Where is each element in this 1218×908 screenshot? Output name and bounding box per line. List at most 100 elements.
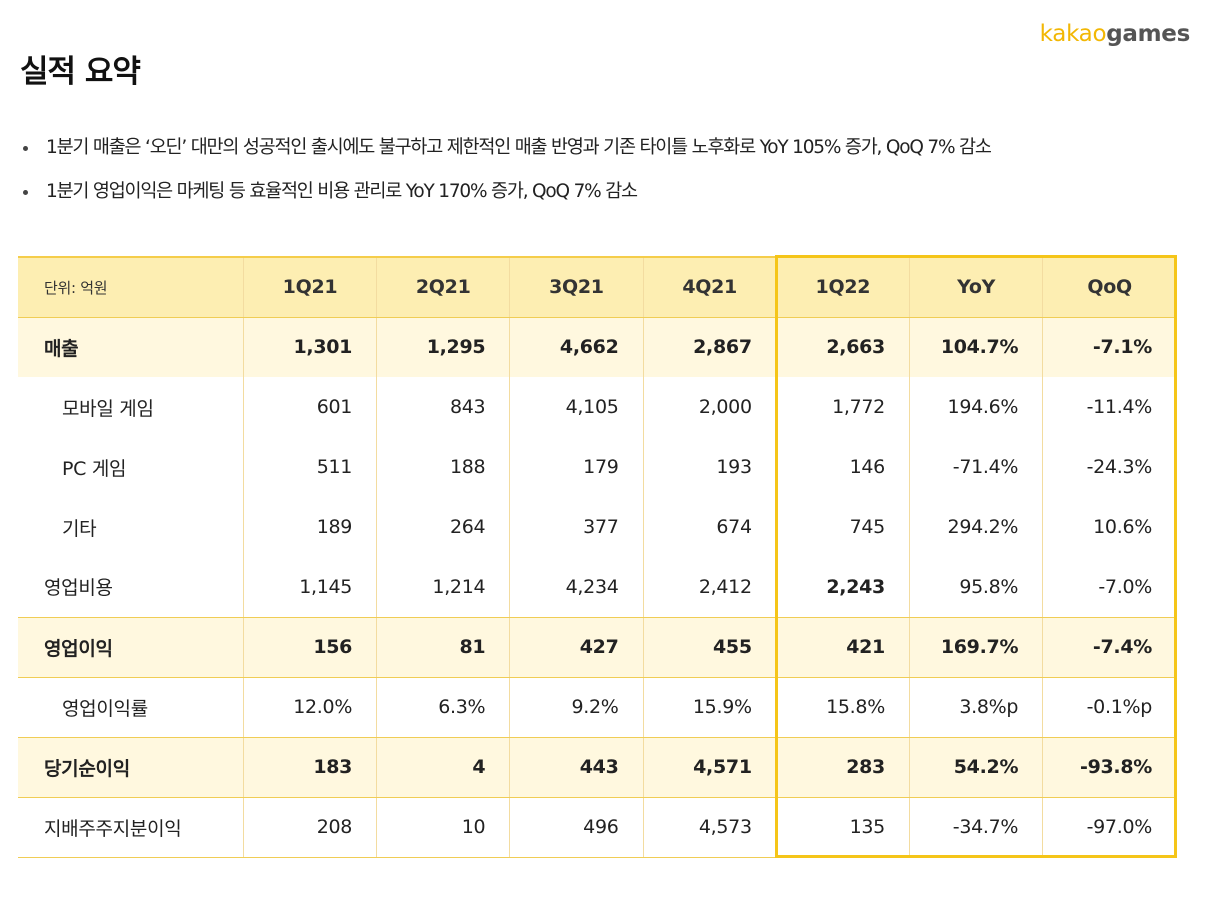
table-cell: 2,412	[642, 557, 777, 618]
table-row-operating-profit: 영업이익 156 81 427 455 421 169.7% -7.4%	[18, 617, 1176, 678]
table-cell: 745	[775, 497, 910, 557]
table-cell: 283	[775, 737, 910, 798]
table-cell: 443	[509, 737, 644, 798]
row-label: 매출	[18, 317, 244, 377]
table-cell: 6.3%	[376, 677, 510, 738]
table-cell: -24.3%	[1042, 437, 1176, 497]
results-table-wrap: 단위: 억원 1Q21 2Q21 3Q21 4Q21 1Q22 YoY QoQ …	[18, 255, 1178, 858]
table-cell: 146	[775, 437, 910, 497]
table-cell: 674	[642, 497, 777, 557]
row-label: 당기순이익	[18, 737, 244, 798]
table-cell: -97.0%	[1042, 797, 1176, 858]
bullet-operating-profit: 1분기 영업이익은 마케팅 등 효율적인 비용 관리로 YoY 170% 증가,…	[20, 177, 991, 207]
table-cell: 843	[376, 377, 510, 437]
table-cell: 294.2%	[908, 497, 1043, 557]
unit-label: 단위: 억원	[18, 256, 244, 318]
table-cell: 189	[242, 497, 377, 557]
table-cell: 2,663	[775, 317, 910, 377]
col-header: 1Q21	[242, 256, 377, 318]
table-cell: -71.4%	[908, 437, 1043, 497]
table-cell: 1,301	[242, 317, 377, 377]
table-cell: 2,000	[642, 377, 777, 437]
table-cell: 4,234	[509, 557, 644, 618]
table-cell: 179	[509, 437, 644, 497]
row-label: 기타	[62, 517, 97, 540]
table-row-mobile: 모바일 게임 601 843 4,105 2,000 1,772 194.6% …	[18, 377, 1176, 437]
table-cell: 156	[242, 617, 377, 678]
row-label: 지배주주지분이익	[18, 797, 244, 858]
table-cell: 421	[775, 617, 910, 678]
row-label: 영업이익률	[18, 677, 244, 738]
table-row-net-income: 당기순이익 183 4 443 4,571 283 54.2% -93.8%	[18, 737, 1176, 798]
table-row-other: 기타 189 264 377 674 745 294.2% 10.6%	[18, 497, 1176, 557]
table-cell: 54.2%	[908, 737, 1043, 798]
col-header: 4Q21	[642, 256, 777, 318]
table-cell: -34.7%	[908, 797, 1043, 858]
row-label: 모바일 게임	[62, 397, 154, 420]
table-cell: -7.0%	[1042, 557, 1176, 618]
table-cell: 104.7%	[908, 317, 1043, 377]
table-cell: 81	[376, 617, 510, 678]
table-row-operating-margin: 영업이익률 12.0% 6.3% 9.2% 15.9% 15.8% 3.8%p …	[18, 677, 1176, 738]
table-cell: 427	[509, 617, 644, 678]
table-cell: 135	[775, 797, 910, 858]
table-cell: 4,105	[509, 377, 644, 437]
table-cell: 4,662	[509, 317, 644, 377]
table-cell: 2,243	[775, 557, 910, 618]
logo-games-text: games	[1106, 21, 1190, 47]
table-row-revenue: 매출 1,301 1,295 4,662 2,867 2,663 104.7% …	[18, 317, 1176, 377]
results-table: 단위: 억원 1Q21 2Q21 3Q21 4Q21 1Q22 YoY QoQ …	[18, 256, 1176, 858]
table-cell: 496	[509, 797, 644, 858]
table-cell: 193	[642, 437, 777, 497]
col-header: 2Q21	[376, 256, 510, 318]
table-cell: 1,772	[775, 377, 910, 437]
table-row-controlling-interest: 지배주주지분이익 208 10 496 4,573 135 -34.7% -97…	[18, 797, 1176, 858]
table-cell: 264	[376, 497, 510, 557]
table-cell: 9.2%	[509, 677, 644, 738]
table-cell: -93.8%	[1042, 737, 1176, 798]
table-cell: 169.7%	[908, 617, 1043, 678]
table-cell: 2,867	[642, 317, 777, 377]
col-header: 1Q22	[775, 256, 910, 318]
col-header: QoQ	[1042, 256, 1176, 318]
table-cell: 194.6%	[908, 377, 1043, 437]
table-cell: 3.8%p	[908, 677, 1043, 738]
table-cell: -11.4%	[1042, 377, 1176, 437]
table-cell: 15.9%	[642, 677, 777, 738]
table-row-opex: 영업비용 1,145 1,214 4,234 2,412 2,243 95.8%…	[18, 557, 1176, 618]
table-cell: 4,571	[642, 737, 777, 798]
kakaogames-logo: kakaogames	[1039, 20, 1191, 48]
table-cell: -0.1%p	[1042, 677, 1176, 738]
page-title: 실적 요약	[20, 54, 141, 90]
table-cell: -7.4%	[1042, 617, 1176, 678]
row-label: 영업비용	[18, 557, 244, 618]
table-cell: 4	[376, 737, 510, 798]
summary-bullets: 1분기 매출은 ‘오딘’ 대만의 성공적인 출시에도 불구하고 제한적인 매출 …	[20, 133, 992, 221]
table-cell: 183	[242, 737, 377, 798]
table-cell: 10	[376, 797, 510, 858]
table-row-pc: PC 게임 511 188 179 193 146 -71.4% -24.3%	[18, 437, 1176, 497]
col-header: YoY	[908, 256, 1043, 318]
table-cell: 511	[242, 437, 377, 497]
table-cell: 208	[242, 797, 377, 858]
table-cell: 95.8%	[908, 557, 1043, 618]
row-label: 영업이익	[18, 617, 244, 678]
table-header-row: 단위: 억원 1Q21 2Q21 3Q21 4Q21 1Q22 YoY QoQ	[18, 256, 1176, 318]
table-cell: 1,214	[376, 557, 510, 618]
table-cell: -7.1%	[1042, 317, 1176, 377]
table-cell: 12.0%	[242, 677, 377, 738]
table-cell: 601	[242, 377, 377, 437]
table-cell: 15.8%	[775, 677, 910, 738]
table-cell: 455	[642, 617, 777, 678]
row-label: PC 게임	[62, 457, 127, 480]
bullet-revenue: 1분기 매출은 ‘오딘’ 대만의 성공적인 출시에도 불구하고 제한적인 매출 …	[20, 133, 992, 163]
table-cell: 4,573	[642, 797, 777, 858]
table-cell: 1,145	[242, 557, 377, 618]
table-cell: 377	[509, 497, 644, 557]
logo-kakao-text: kakao	[1039, 21, 1107, 47]
table-cell: 1,295	[376, 317, 510, 377]
col-header: 3Q21	[509, 256, 644, 318]
table-cell: 10.6%	[1042, 497, 1176, 557]
table-cell: 188	[376, 437, 510, 497]
